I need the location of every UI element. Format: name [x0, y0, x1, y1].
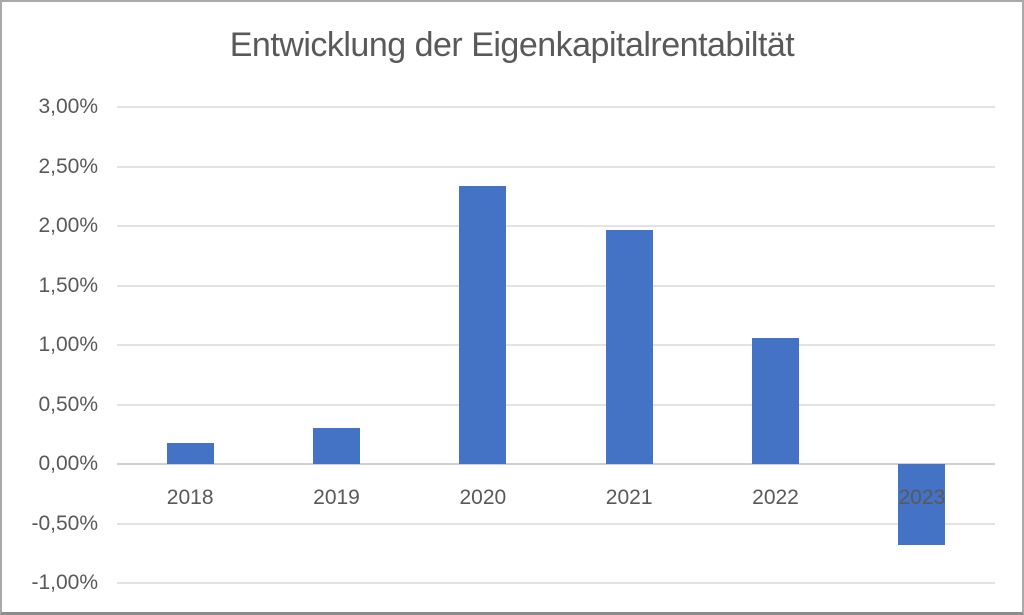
x-axis-label-2018: 2018: [166, 486, 214, 509]
y-axis-tick-label: 1,50%: [38, 273, 98, 297]
y-axis-tick-label: 2,00%: [38, 214, 98, 237]
bar-2019: [313, 428, 360, 464]
y-axis-tick-label: 1,00%: [38, 333, 98, 356]
x-axis-label-2020: 2020: [459, 486, 507, 509]
gridline: [117, 165, 995, 168]
gridline: [117, 106, 995, 108]
y-axis-tick-label: 3,00%: [38, 95, 98, 118]
x-axis-label-2021: 2021: [605, 486, 653, 509]
y-axis-tick-label: -0,50%: [31, 511, 98, 535]
bar-2022: [752, 337, 799, 464]
gridline: [117, 403, 995, 406]
chart-title: Entwicklung der Eigenkapitalrentabiltät: [229, 26, 795, 64]
gridline: [117, 344, 995, 346]
gridline: [117, 284, 995, 287]
x-axis-label-2023: 2023: [898, 486, 946, 509]
x-axis-label-2019: 2019: [313, 486, 360, 509]
gridline: [117, 225, 995, 227]
y-axis-tick-label: 2,50%: [38, 154, 98, 178]
bar-2020: [459, 185, 507, 464]
gridline: [117, 522, 995, 525]
y-axis-tick-label: 0,00%: [38, 452, 98, 475]
bar-2018: [166, 442, 214, 464]
bar-2021: [605, 229, 653, 464]
y-axis-tick-label: 0,50%: [38, 392, 98, 416]
x-axis-label-2022: 2022: [752, 486, 799, 509]
gridline: [117, 582, 995, 584]
y-axis-tick-label: -1,00%: [31, 571, 98, 594]
x-axis-line: [117, 463, 995, 465]
bar-2023: [898, 464, 946, 545]
